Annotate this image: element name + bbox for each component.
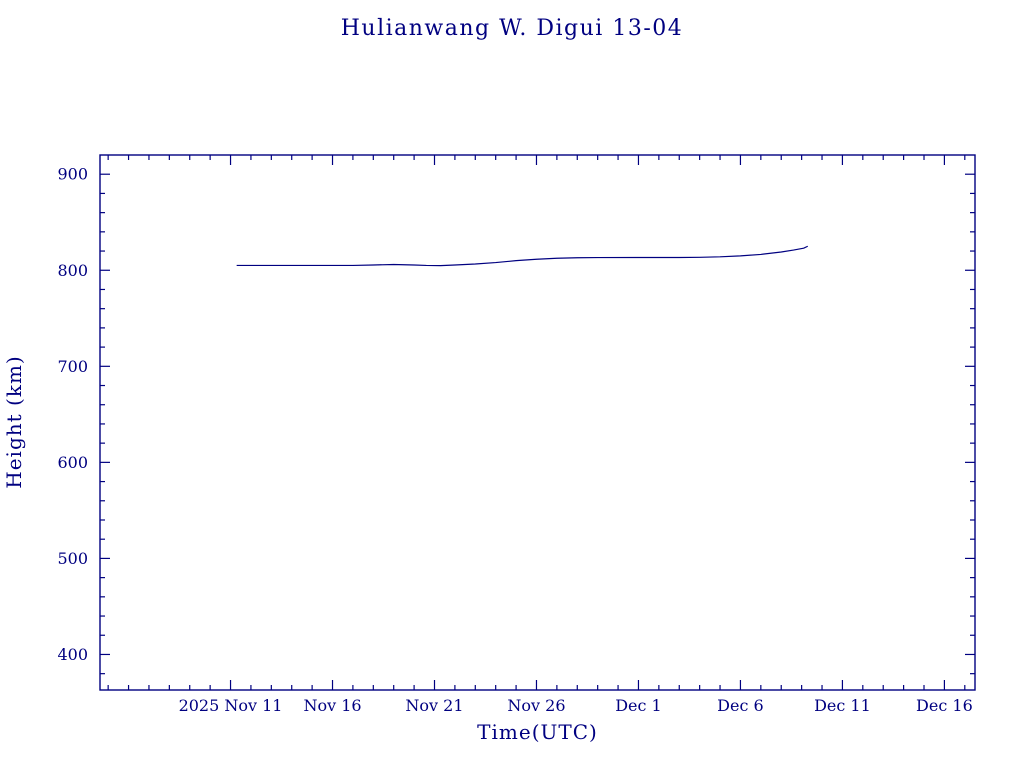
x-tick-label: Dec 1 — [615, 696, 662, 715]
data-line-orbit-height — [236, 245, 809, 267]
y-tick-label: 500 — [57, 549, 88, 568]
x-tick-label: 2025 Nov 11 — [179, 696, 283, 715]
y-tick-label: 900 — [57, 165, 88, 184]
y-tick-label: 800 — [57, 261, 88, 280]
x-tick-label: Nov 21 — [405, 696, 463, 715]
chart-title: Hulianwang W. Digui 13-04 — [340, 16, 684, 41]
y-tick-label: 400 — [57, 645, 88, 664]
x-tick-label: Nov 26 — [507, 696, 565, 715]
y-tick-label: 700 — [57, 357, 88, 376]
x-tick-label: Dec 6 — [717, 696, 764, 715]
x-tick-label: Dec 16 — [916, 696, 973, 715]
x-tick-label: Dec 11 — [814, 696, 871, 715]
x-axis-label: Time(UTC) — [477, 720, 598, 744]
x-tick-label: Nov 16 — [303, 696, 361, 715]
y-tick-label: 600 — [57, 453, 88, 472]
